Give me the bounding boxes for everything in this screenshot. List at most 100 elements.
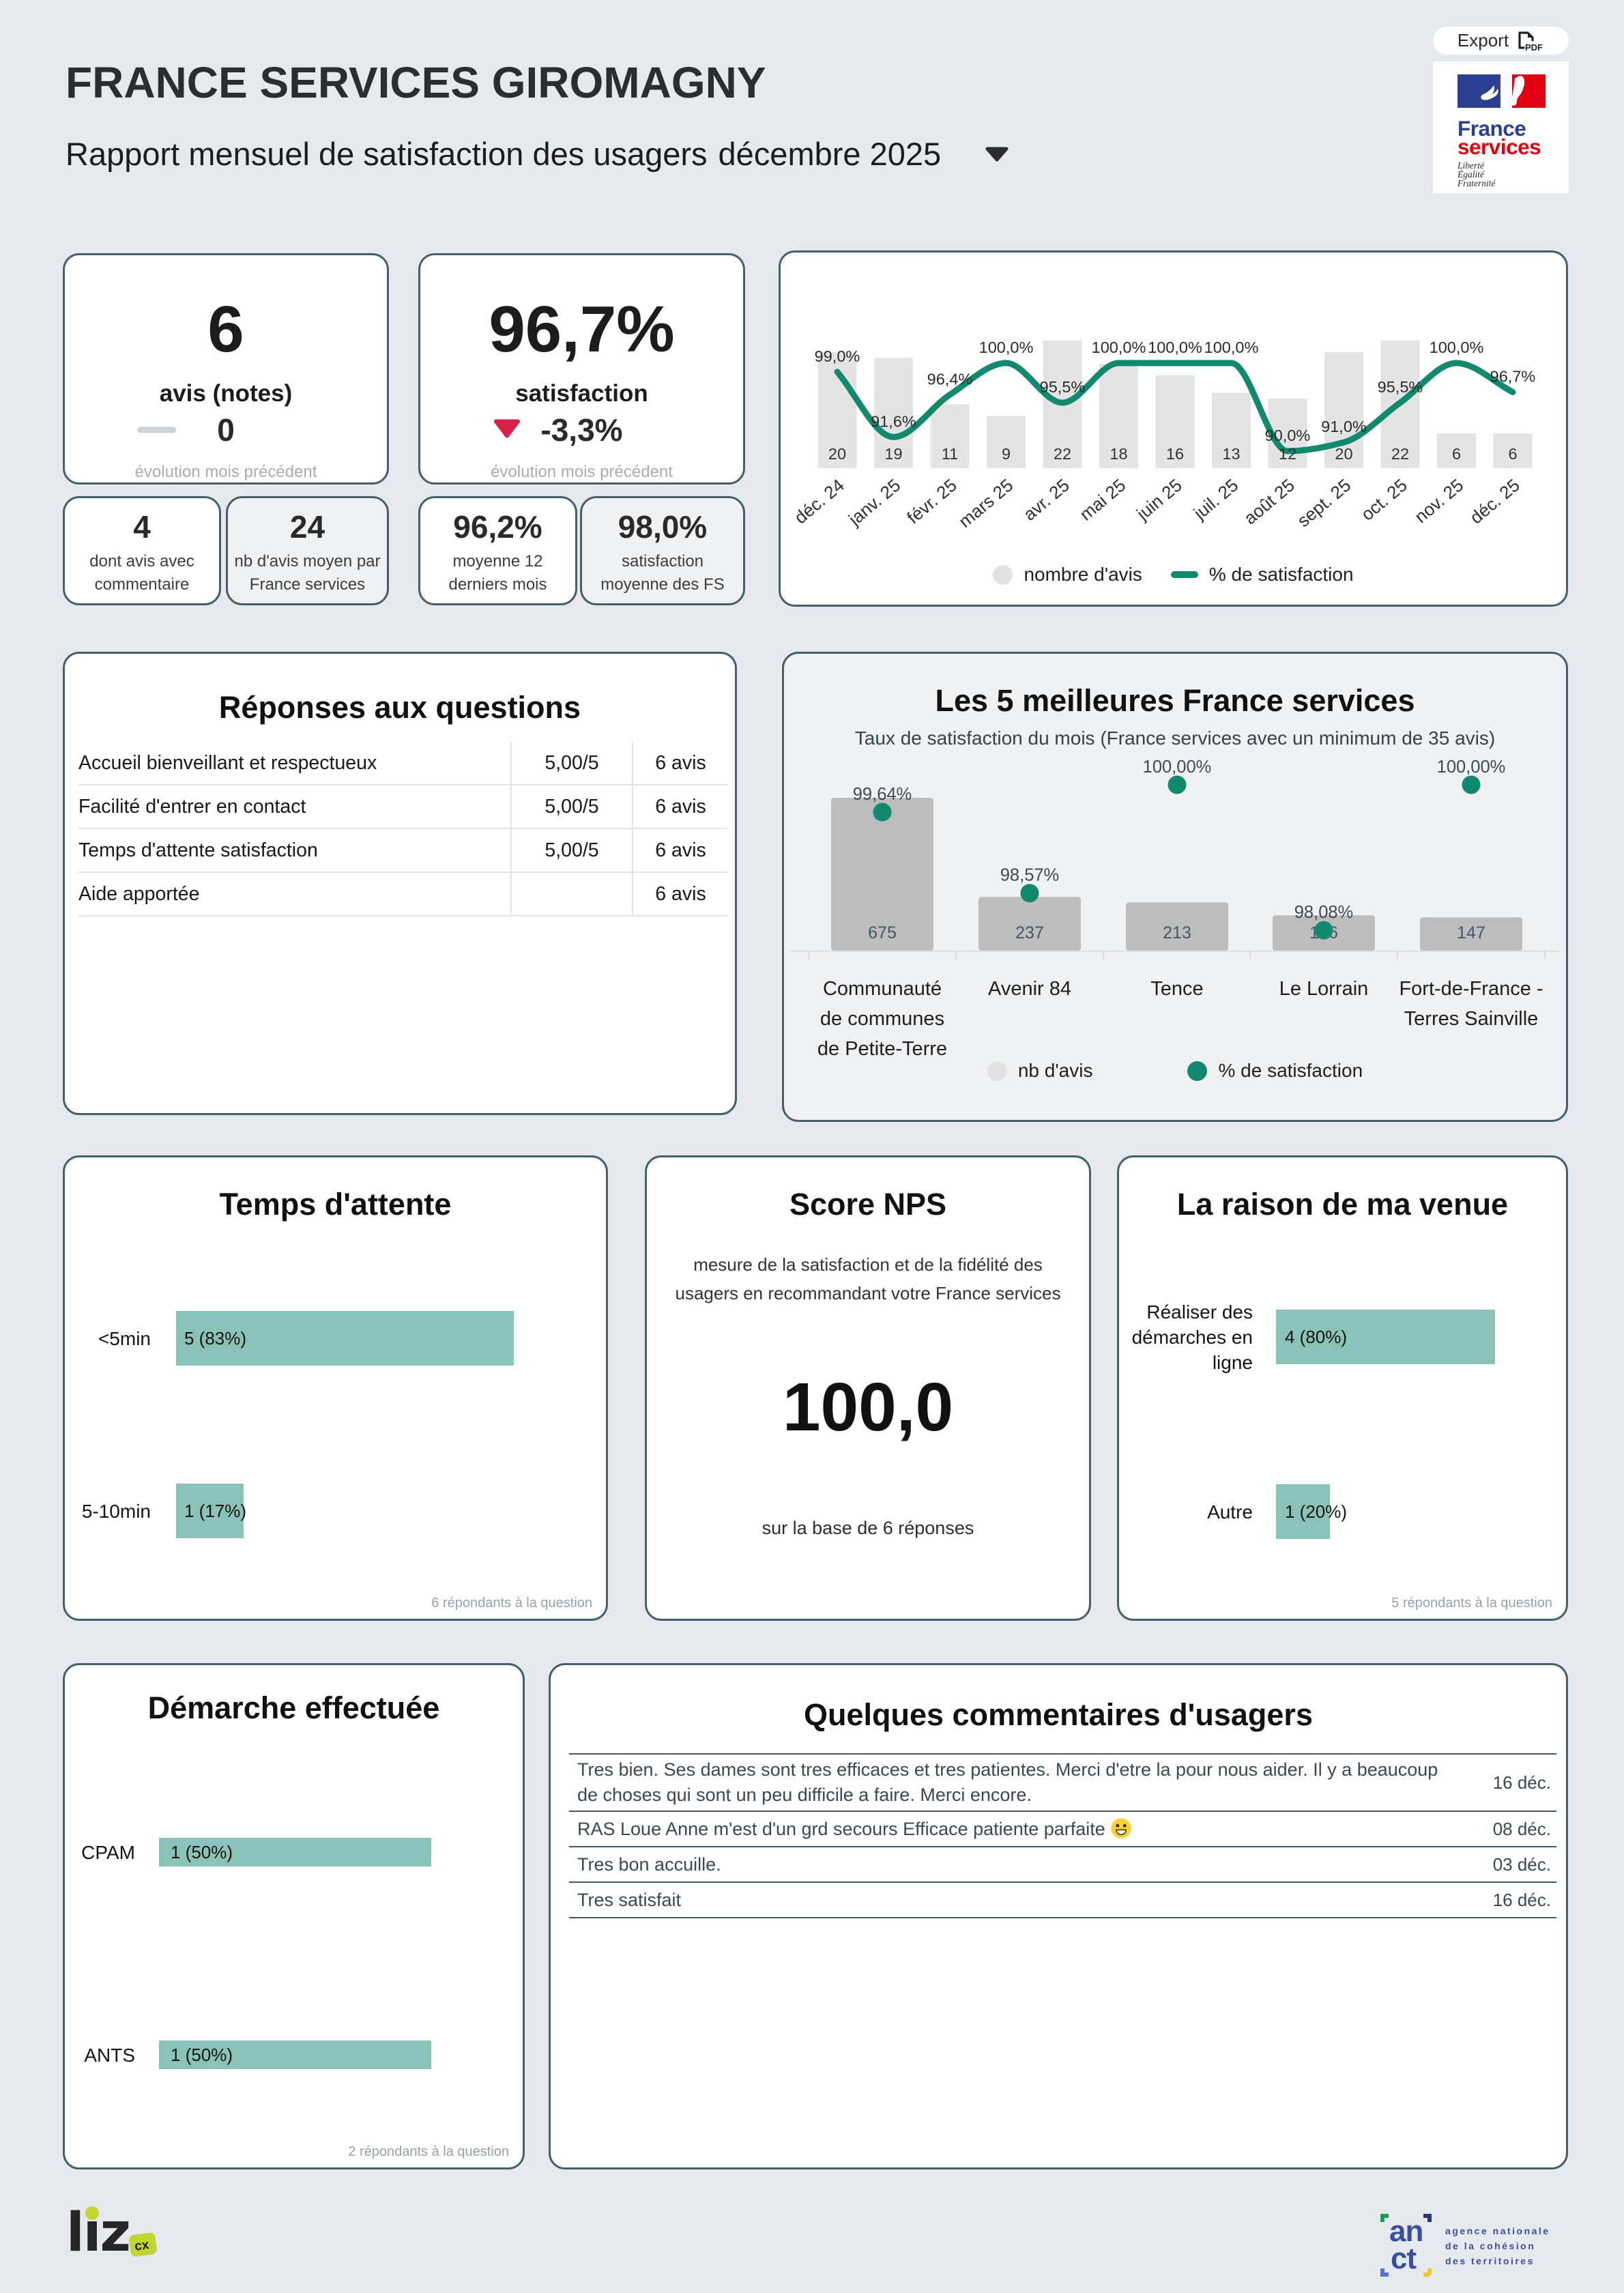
trend-bar-value: 9 — [1002, 445, 1011, 463]
table-row: Accueil bienveillant et respectueux 5,00… — [78, 742, 728, 785]
questions-panel: Réponses aux questions Accueil bienveill… — [63, 652, 737, 1115]
comment-text: Tres bon accuille. — [577, 1854, 721, 1875]
trend-pct-label: 100,0% — [1204, 338, 1259, 356]
hbar-category-label: <5min — [98, 1327, 151, 1349]
trend-x-label: mars 25 — [955, 475, 1017, 532]
trend-x-label: août 25 — [1240, 475, 1299, 529]
hbar-value-label: 1 (20%) — [1285, 1501, 1348, 1522]
kpi-card-avis: 6 avis (notes) 0 évolution mois précéden… — [63, 253, 389, 485]
kpi-subcard-comments: 4 dont avis avec commentaire — [63, 496, 221, 605]
top5-panel: Les 5 meilleures France services Taux de… — [782, 652, 1568, 1122]
subtitle-text: Rapport mensuel de satisfaction des usag… — [66, 136, 708, 172]
hbar-value-label: 1 (50%) — [171, 1842, 233, 1862]
trend-bar-value: 22 — [1391, 445, 1409, 463]
kpi-card-satisfaction: 96,7% satisfaction -3,3% évolution mois … — [418, 253, 745, 485]
top5-bar — [1126, 902, 1228, 951]
trend-bar — [874, 358, 913, 468]
export-pdf-button[interactable]: Export PDF — [1433, 27, 1569, 55]
logo-word-france: France — [1458, 116, 1526, 141]
trend-x-label: févr. 25 — [903, 475, 961, 528]
trend-bar — [1155, 375, 1195, 468]
svg-text:PDF: PDF — [1525, 42, 1543, 53]
trend-bar-value: 16 — [1166, 445, 1184, 463]
top5-satisfaction-dot — [1168, 775, 1187, 794]
svg-text:cx: cx — [134, 2238, 150, 2254]
pdf-file-icon: PDF — [1514, 29, 1544, 53]
top5-category-label: Fort-de-France -Terres Sainville — [1399, 978, 1543, 1030]
chevron-down-icon[interactable] — [985, 147, 1009, 162]
top5-satisfaction-dot — [873, 803, 892, 822]
top5-legend: nb d'avis % de satisfaction — [784, 1060, 1566, 1082]
kpi-subcard-12months: 96,2% moyenne 12 derniers mois — [418, 496, 577, 605]
top5-pct-label: 100,00% — [1437, 758, 1506, 777]
comment-row: Tres satisfait 16 déc. — [569, 1883, 1556, 1918]
top5-subtitle: Taux de satisfaction du mois (France ser… — [854, 727, 1496, 749]
trend-bar-value: 11 — [942, 445, 958, 463]
comment-date: 16 déc. — [1492, 1889, 1551, 1910]
france-services-logo: France services Liberté Égalité Fraterni… — [1433, 61, 1569, 193]
kpi-subcard-fs-satisfaction: 98,0% satisfaction moyenne des FS — [580, 496, 745, 605]
legend-item-satisfaction: % de satisfaction — [1170, 564, 1354, 586]
comment-text: RAS Loue Anne m'est d'un grd secours Eff… — [569, 1814, 1454, 1845]
trend-pct-label: 100,0% — [1430, 338, 1484, 356]
temps-footer: 6 répondants à la question — [431, 1596, 592, 1611]
period-selector-value[interactable]: décembre 2025 — [718, 136, 942, 172]
legend-item-nb-avis: nb d'avis — [987, 1060, 1092, 1082]
comments-title: Quelques commentaires d'usagers — [804, 1697, 1313, 1732]
top5-category-label: Tence — [1150, 978, 1203, 1000]
nps-description: mesure de la satisfaction et de la fidél… — [675, 1254, 1061, 1303]
trend-bar-value: 22 — [1054, 445, 1071, 463]
trend-bar-value: 19 — [884, 445, 902, 463]
top5-category-label: Communauté de communes de Petite-Terre — [817, 978, 947, 1060]
hbar-category-label: CPAM — [81, 1841, 135, 1863]
trend-x-label: janv. 25 — [844, 475, 904, 530]
kpi-comments-value: 4 — [133, 509, 151, 545]
top5-bar-value: 213 — [1163, 923, 1191, 942]
trend-bar-value: 18 — [1110, 445, 1127, 463]
top5-chart: 67523721315614799,64%98,57%100,00%98,08%… — [789, 758, 1561, 1060]
table-row: Facilité d'entrer en contact 5,00/5 6 av… — [78, 785, 728, 829]
trend-pct-label: 90,0% — [1265, 427, 1311, 444]
satisfaction-line — [834, 360, 1516, 455]
bar-legend-icon — [987, 1061, 1007, 1081]
page-title: FRANCE SERVICES GIROMAGNY — [66, 58, 766, 107]
hbar-bar — [1276, 1310, 1495, 1364]
hbar-category-label: ANTS — [84, 2044, 135, 2066]
top5-satisfaction-dot — [1020, 884, 1039, 903]
top5-bar — [831, 798, 933, 951]
kpi-avis-value: 6 — [207, 293, 244, 366]
trend-bar — [1493, 433, 1533, 468]
hbar-value-label: 4 (80%) — [1285, 1327, 1348, 1347]
hbar-value-label: 5 (83%) — [184, 1328, 247, 1349]
kpi-fs-satisfaction-label: satisfaction moyenne des FS — [600, 552, 725, 594]
raison-footer: 5 répondants à la question — [1391, 1596, 1552, 1611]
trend-pct-label: 96,4% — [927, 370, 973, 388]
top5-pct-label: 100,00% — [1143, 758, 1212, 777]
svg-text:an: an — [1389, 2215, 1423, 2248]
hbar-bar — [159, 2040, 431, 2069]
trend-bar — [1212, 392, 1251, 468]
nps-value: 100,0 — [782, 1369, 954, 1445]
top5-bar-value: 237 — [1015, 923, 1044, 942]
trend-x-label: déc. 24 — [790, 475, 848, 528]
demarche-panel: Démarche effectuée 2 répondants à la que… — [63, 1663, 525, 2169]
top5-satisfaction-dot — [1462, 775, 1481, 794]
kpi-fs-satisfaction-value: 98,0% — [618, 509, 708, 545]
trend-pct-label: 100,0% — [1148, 338, 1202, 356]
trend-x-label: juil. 25 — [1189, 475, 1243, 524]
comment-row: RAS Loue Anne m'est d'un grd secours Eff… — [569, 1812, 1556, 1847]
trend-x-label: mai 25 — [1075, 475, 1129, 525]
nps-base: sur la base de 6 réponses — [762, 1518, 974, 1538]
top5-satisfaction-dot — [1314, 921, 1333, 940]
questions-table: Accueil bienveillant et respectueux 5,00… — [78, 742, 728, 917]
top5-bar — [978, 897, 1081, 951]
comment-row: Tres bien. Ses dames sont tres efficaces… — [569, 1755, 1556, 1812]
top5-category-label: Avenir 84 — [988, 978, 1071, 1000]
hbar-bar — [159, 1838, 431, 1866]
svg-text:des territoires: des territoires — [1445, 2255, 1535, 2266]
trend-chart-card: 20 19 11 9 22 18 16 13 12 20 22 6 6 99,0% 91,6% 96,4% 10… — [779, 250, 1568, 607]
kpi-avis-label: avis (notes) — [159, 380, 293, 407]
demarche-footer: 2 répondants à la question — [348, 2144, 509, 2159]
hbar-bar — [176, 1484, 244, 1538]
top5-bar-value: 147 — [1457, 923, 1485, 942]
